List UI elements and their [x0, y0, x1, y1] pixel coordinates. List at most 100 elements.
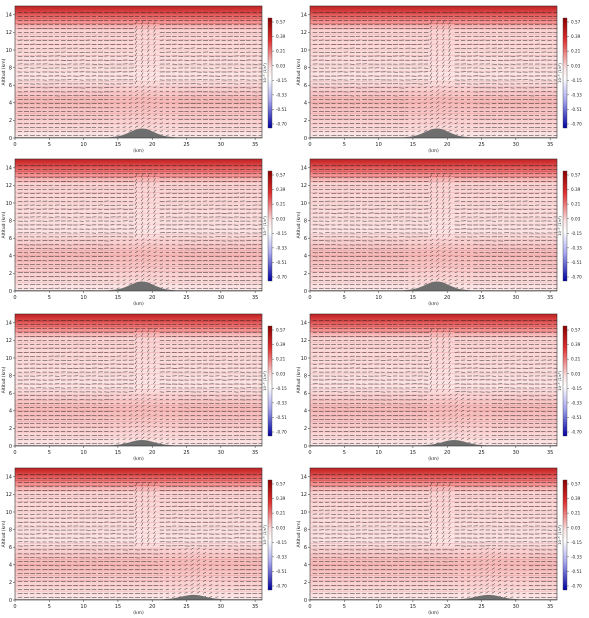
- wind-vector: [128, 130, 132, 132]
- wind-vector: [147, 85, 151, 89]
- wind-vector: [134, 125, 139, 128]
- wind-vector: [134, 181, 138, 186]
- wind-vector: [448, 259, 452, 261]
- wind-vector: [423, 259, 427, 261]
- wind-vector: [442, 254, 446, 257]
- colorbar: [267, 17, 273, 129]
- x-tick-label: 0: [13, 295, 16, 301]
- wind-vector: [436, 242, 440, 245]
- wind-vector: [429, 49, 433, 53]
- wind-vector: [442, 61, 445, 65]
- wind-vector: [141, 233, 144, 237]
- wind-vector: [436, 49, 439, 53]
- wind-vector: [448, 263, 452, 265]
- wind-vector: [429, 33, 433, 37]
- wind-vector: [147, 109, 151, 112]
- wind-vector: [141, 262, 145, 265]
- wind-vector: [417, 279, 421, 281]
- wind-vector: [429, 52, 433, 57]
- wind-vector: [448, 271, 452, 273]
- colorbar: [562, 17, 568, 129]
- wind-vector: [153, 86, 157, 89]
- wind-vector: [153, 263, 157, 265]
- wind-vector: [134, 217, 138, 222]
- wind-vector: [448, 279, 452, 281]
- wind-vector: [147, 274, 151, 277]
- wind-vector: [128, 247, 132, 249]
- wind-vector: [423, 98, 427, 100]
- wind-vector: [448, 243, 452, 246]
- wind-vector: [442, 213, 445, 218]
- wind-vector: [153, 279, 157, 281]
- colorbar-tick-label: 0.21: [276, 202, 286, 207]
- wind-vector: [454, 90, 458, 93]
- wind-vector: [153, 247, 157, 249]
- wind-vector: [147, 190, 150, 194]
- wind-vector: [159, 255, 163, 257]
- wind-vector: [423, 86, 427, 89]
- wind-vector: [128, 98, 132, 100]
- x-axis-label: (km): [133, 301, 144, 307]
- wind-vector: [122, 126, 126, 128]
- wind-vector: [442, 25, 445, 29]
- y-tick-label: 10: [301, 48, 307, 54]
- wind-vector: [436, 80, 439, 84]
- colorbar-tick-label: -0.15: [276, 78, 287, 83]
- wind-vector: [128, 114, 132, 116]
- wind-vector: [429, 98, 434, 100]
- wind-vector: [134, 94, 139, 96]
- field-bands: [310, 7, 557, 130]
- x-tick-label: 25: [183, 295, 189, 301]
- wind-vector: [147, 206, 150, 210]
- wind-vector: [141, 242, 145, 245]
- wind-vector: [134, 213, 138, 218]
- wind-vector: [448, 118, 452, 120]
- wind-vector: [436, 205, 439, 210]
- wind-vector: [417, 255, 421, 257]
- wind-vector: [448, 202, 451, 206]
- wind-vector: [436, 214, 439, 218]
- wind-vector: [134, 121, 139, 124]
- y-tick-label: 10: [6, 201, 12, 207]
- x-tick-label: 35: [252, 295, 258, 301]
- wind-vector: [417, 118, 421, 120]
- x-tick-label: 10: [80, 295, 86, 301]
- wind-vector: [141, 214, 144, 218]
- wind-vector: [159, 118, 163, 120]
- wind-vector: [153, 189, 156, 194]
- x-tick-label: 20: [149, 142, 155, 148]
- wind-vector: [429, 243, 434, 246]
- wind-vector: [417, 98, 421, 100]
- y-tick-label: 12: [6, 183, 12, 189]
- wind-vector: [429, 25, 433, 29]
- wind-vector: [153, 275, 157, 277]
- wind-vector: [436, 21, 439, 25]
- wind-vector: [454, 275, 458, 277]
- wind-vector: [141, 65, 144, 69]
- wind-vector: [153, 225, 156, 230]
- wind-vector: [147, 57, 150, 61]
- wind-vector: [436, 60, 439, 65]
- wind-vector: [442, 93, 446, 96]
- wind-vector: [128, 102, 132, 104]
- wind-vector: [442, 80, 445, 84]
- wind-vector: [134, 29, 138, 33]
- colorbar-tick-label: -0.70: [571, 122, 582, 127]
- wind-vector: [442, 57, 445, 61]
- wind-vector: [429, 278, 434, 281]
- wind-vector: [429, 222, 433, 226]
- wind-vector: [429, 214, 433, 218]
- x-tick-label: 15: [115, 295, 121, 301]
- wind-vector: [134, 270, 139, 273]
- wind-vector: [417, 94, 421, 96]
- y-axis-label: Altitud (km): [296, 58, 302, 85]
- wind-vector: [159, 94, 163, 96]
- wind-vector: [436, 269, 440, 273]
- wind-vector: [448, 251, 452, 253]
- wind-vector: [429, 29, 433, 33]
- wind-vector: [134, 278, 139, 281]
- wind-vector: [128, 275, 132, 277]
- wind-vector: [122, 283, 126, 285]
- wind-vector: [134, 274, 139, 277]
- wind-vector: [442, 76, 445, 81]
